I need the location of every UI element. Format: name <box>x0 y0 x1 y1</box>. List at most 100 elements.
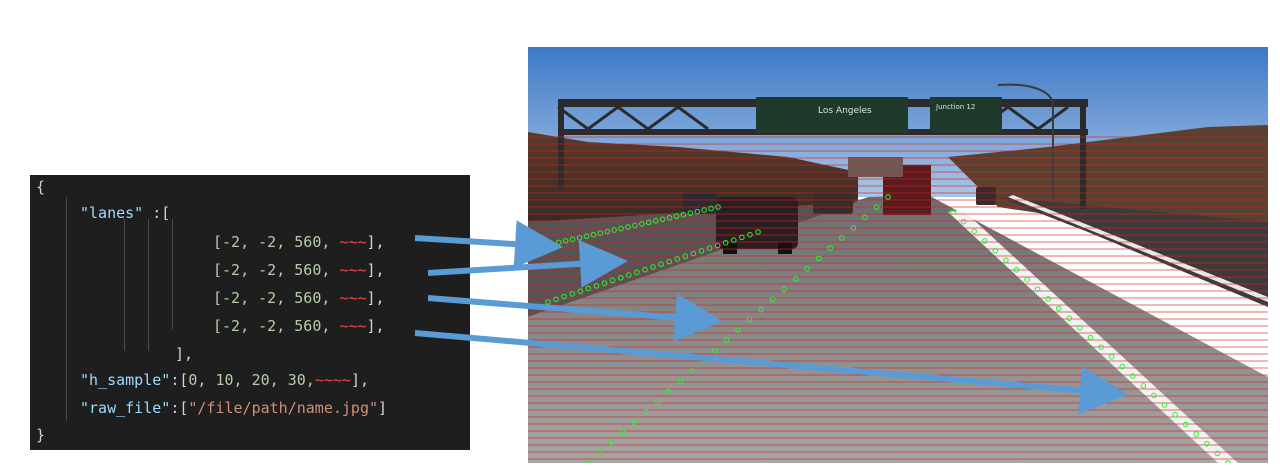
lane-point <box>960 218 967 225</box>
lane-row: [-2, -2, 560, ~~~], <box>213 317 385 335</box>
lane-point <box>698 248 705 254</box>
lane-point <box>755 229 761 235</box>
lane-point <box>659 216 666 223</box>
lane-point <box>1182 421 1189 428</box>
lane-point <box>723 337 730 344</box>
h-sample-lines <box>528 136 1268 460</box>
lane-point <box>1013 267 1020 273</box>
lane-point <box>665 388 672 395</box>
lane-point <box>666 258 672 265</box>
h-sample-values: 0, 10, 20, 30, <box>188 371 315 389</box>
lane-point <box>714 242 721 249</box>
sign-right-text: Junction 12 <box>935 103 975 111</box>
lane-point <box>658 261 664 268</box>
lane-point <box>590 231 597 238</box>
car-right <box>976 187 996 205</box>
lane-point <box>677 378 684 384</box>
lane-point <box>862 214 868 221</box>
indent-guide <box>124 219 125 351</box>
lane-point <box>682 253 689 260</box>
lane-point <box>1024 276 1030 283</box>
lane-point <box>839 235 845 241</box>
lane-point <box>650 264 656 270</box>
sign-left-text: Los Angeles <box>818 106 872 116</box>
lane-point <box>687 210 694 216</box>
lane-point <box>652 218 659 224</box>
lane-point <box>545 299 551 305</box>
lane-point <box>596 449 603 456</box>
lane-point <box>1172 411 1178 418</box>
lane-point <box>739 234 745 241</box>
lane-row: [-2, -2, 560, ~~~], <box>213 289 385 307</box>
lane-point <box>666 214 673 221</box>
car-center <box>716 197 798 249</box>
lane-point <box>792 276 799 282</box>
lane-point <box>1066 315 1073 321</box>
lane-point <box>715 204 721 210</box>
lanes-separator: :[ <box>143 204 171 222</box>
lane-point <box>1193 431 1200 437</box>
lane-point <box>569 291 576 297</box>
lane-point <box>618 225 624 232</box>
indent-guide <box>148 219 149 351</box>
lane-point <box>1130 373 1136 379</box>
lane-point <box>708 205 714 212</box>
lane-point <box>611 227 617 233</box>
car-distant <box>813 192 853 214</box>
code-panel: { "lanes" :[ [-2, -2, 560, ~~~], [-2, -2… <box>30 175 470 450</box>
json-code: { "lanes" :[ [-2, -2, 560, ~~~], [-2, -2… <box>36 178 388 444</box>
lanes-key: "lanes" <box>80 204 144 222</box>
lane-point <box>654 398 661 405</box>
open-brace: { <box>36 178 46 196</box>
lane-point <box>645 219 652 226</box>
lane-point <box>562 238 569 244</box>
lane-point <box>690 250 697 257</box>
lane-point <box>850 224 857 231</box>
lane-point <box>981 238 988 244</box>
lane-point <box>804 265 811 272</box>
lane-point <box>781 286 787 292</box>
lane-point <box>585 460 591 463</box>
lane-point <box>950 209 956 215</box>
roadside-right <box>998 197 1268 307</box>
lane-point <box>746 316 753 323</box>
lane-point <box>1098 344 1104 350</box>
lane-point <box>971 228 977 235</box>
lane-point <box>1151 392 1157 399</box>
lane-point <box>1034 286 1041 293</box>
arrow-lane-1 <box>414 220 563 269</box>
lane-point <box>642 266 648 273</box>
lane-point <box>1087 334 1094 341</box>
lane-point <box>673 213 680 220</box>
lane-point <box>712 347 718 354</box>
h-sample-key: "h_sample" <box>80 371 171 389</box>
lane-point <box>885 194 891 200</box>
lane-point <box>815 255 822 262</box>
lane-point <box>1204 440 1210 447</box>
lane-point <box>730 237 737 243</box>
lane-point <box>597 230 604 236</box>
lane-point <box>827 245 834 251</box>
lane-point <box>735 327 741 333</box>
lane-point <box>639 221 645 227</box>
squiggle: ~~~ <box>339 289 367 307</box>
lane-point <box>625 224 631 230</box>
overpass-sign-gantry: Los Angeles Junction 12 <box>557 83 1088 209</box>
lane-point <box>674 256 681 262</box>
lane-point <box>1045 296 1051 302</box>
lanes-close: ], <box>175 345 194 363</box>
squiggle: ~~~ <box>339 233 367 251</box>
raw-file-key: "raw_file" <box>80 399 171 417</box>
squiggle: ~~~~ <box>314 371 351 389</box>
lane-point <box>694 208 701 215</box>
lane-point <box>680 211 687 218</box>
lane-point <box>569 236 576 243</box>
arrow-lane-4 <box>414 330 1128 415</box>
lane-point <box>604 228 611 235</box>
arrow-lane-3 <box>427 293 723 342</box>
lane-point <box>758 306 764 313</box>
lane-point <box>1055 305 1062 312</box>
lane-point <box>747 231 753 238</box>
raw-file-value: "/file/path/name.jpg" <box>188 399 379 417</box>
